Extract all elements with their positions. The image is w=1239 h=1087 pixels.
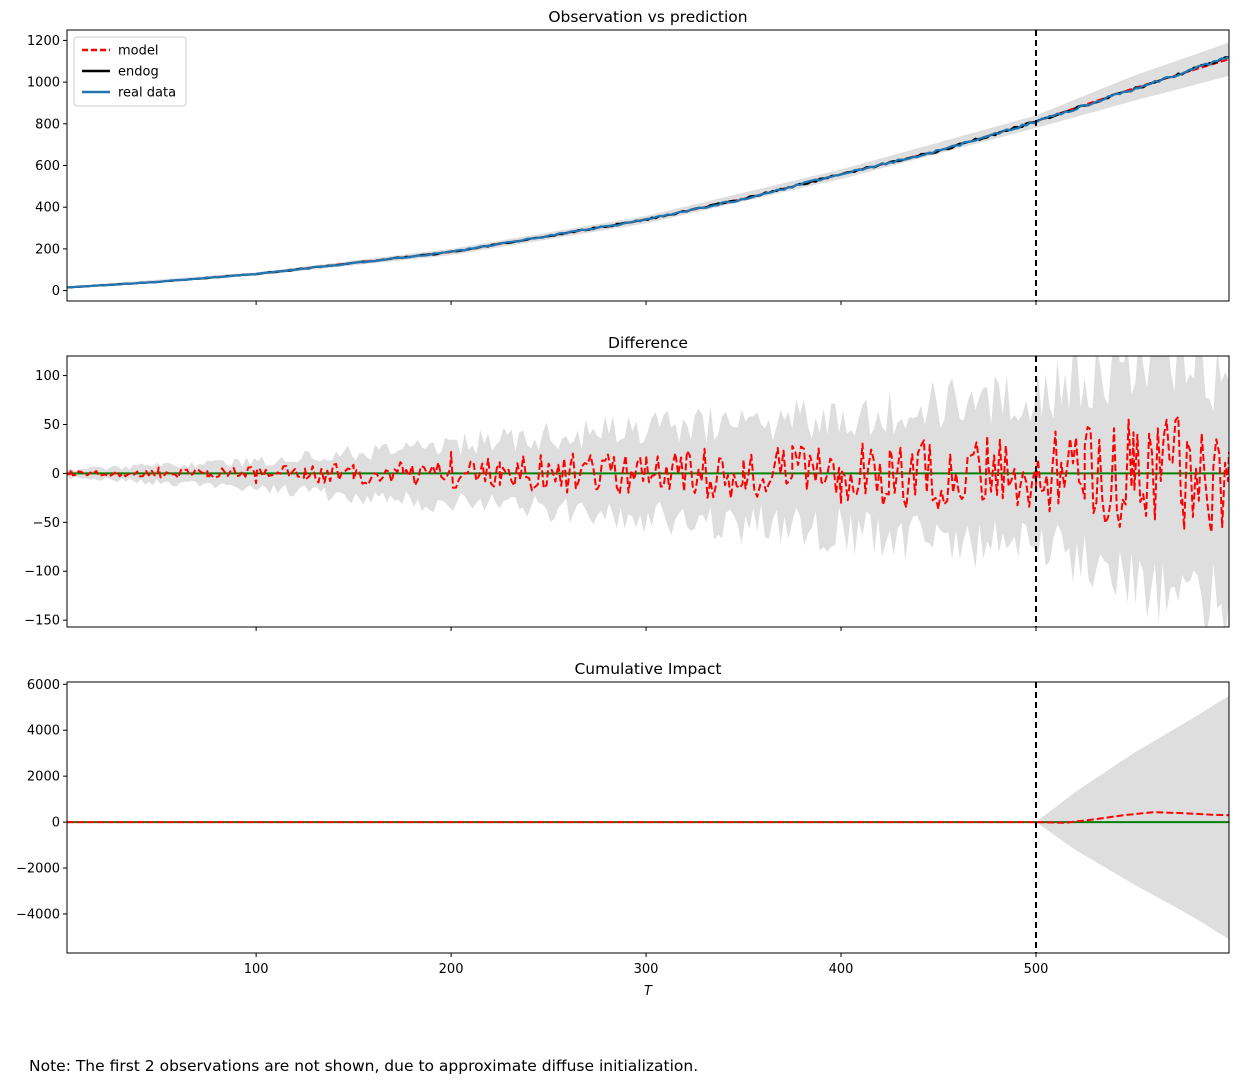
x-tick-label: 300 — [634, 962, 659, 977]
legend-label: real data — [118, 86, 176, 101]
confidence-band — [67, 356, 1229, 627]
y-tick-label: 4000 — [27, 724, 60, 739]
y-tick-label: 100 — [35, 369, 60, 384]
x-tick-label: 200 — [439, 962, 464, 977]
cumulative-impact-panel: Cumulative Impact T −4000 −2000 0 2000 4000 6… — [16, 660, 1230, 999]
axes-frame — [66, 355, 1230, 628]
series-endog-line — [67, 56, 1229, 289]
legend-box — [73, 36, 187, 107]
difference-panel: Difference −150 −100 −50 0 50 100 — [24, 334, 1230, 631]
series-model-line — [67, 58, 1229, 289]
y-tick-label: −4000 — [16, 907, 60, 922]
footnote: Note: The first 2 observations are not s… — [29, 1057, 699, 1075]
legend: model endog real data — [73, 36, 187, 107]
series-real-data-line — [67, 55, 1229, 289]
y-tick-label: 1000 — [27, 76, 60, 91]
x-tick-label: 400 — [829, 962, 854, 977]
axes-frame — [66, 29, 1230, 302]
confidence-band — [67, 42, 1229, 289]
y-tick-label: −2000 — [16, 862, 60, 877]
series-model-line — [67, 811, 1229, 824]
legend-label: endog — [118, 65, 159, 80]
y-tick-label: 0 — [52, 816, 60, 831]
y-tick-label: 50 — [43, 418, 60, 433]
panel-title: Difference — [608, 334, 688, 352]
x-tick-label: 100 — [244, 962, 269, 977]
x-axis-label: T — [644, 984, 653, 999]
plot-area — [67, 356, 1229, 627]
panel-title: Observation vs prediction — [548, 8, 747, 26]
axes-frame — [66, 681, 1230, 954]
panel-title: Cumulative Impact — [574, 660, 721, 678]
confidence-band — [67, 695, 1229, 940]
y-tick-label: 600 — [35, 159, 60, 174]
plot-area — [67, 42, 1229, 289]
legend-label: model — [118, 44, 158, 59]
y-tick-label: 0 — [52, 284, 60, 299]
y-tick-label: −150 — [24, 614, 60, 629]
y-tick-label: 400 — [35, 201, 60, 216]
series-model-line — [67, 415, 1229, 534]
y-tick-label: 0 — [52, 467, 60, 482]
y-tick-label: −100 — [24, 565, 60, 580]
plot-area — [67, 695, 1229, 940]
y-tick-label: 1200 — [27, 34, 60, 49]
y-tick-label: 2000 — [27, 770, 60, 785]
y-tick-label: −50 — [33, 516, 60, 531]
x-tick-label: 500 — [1024, 962, 1049, 977]
observation-vs-prediction-panel: Observation vs prediction 0 200 400 600 800 1… — [27, 8, 1230, 305]
y-tick-label: 800 — [35, 117, 60, 132]
y-tick-label: 6000 — [27, 678, 60, 693]
y-tick-label: 200 — [35, 242, 60, 257]
